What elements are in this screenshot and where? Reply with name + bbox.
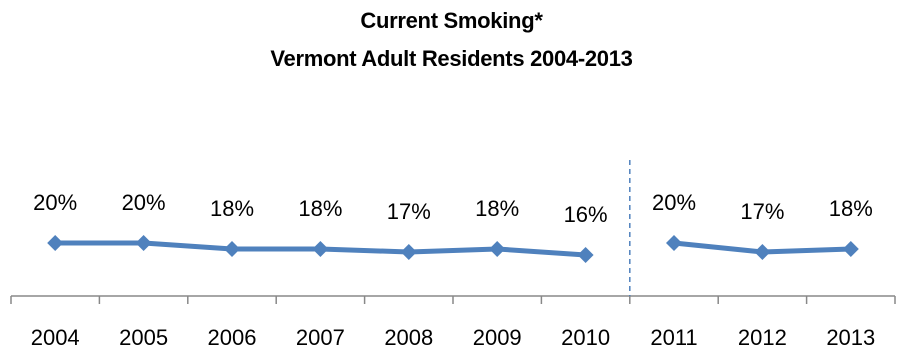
x-tick-label: 2011 bbox=[650, 325, 697, 350]
data-point-marker bbox=[666, 235, 682, 251]
data-point-marker bbox=[47, 235, 64, 251]
data-label: 17% bbox=[740, 199, 784, 224]
x-tick-label: 2013 bbox=[826, 325, 875, 350]
data-point-marker bbox=[312, 241, 329, 257]
data-point-marker bbox=[754, 244, 771, 260]
data-label: 16% bbox=[564, 202, 608, 227]
data-point-marker bbox=[135, 235, 152, 251]
x-tick-label: 2005 bbox=[119, 325, 168, 350]
data-label: 18% bbox=[298, 196, 342, 221]
data-label: 20% bbox=[122, 190, 166, 215]
data-point-marker bbox=[224, 241, 240, 257]
data-label: 18% bbox=[210, 196, 254, 221]
chart-title: Current Smoking* bbox=[360, 8, 543, 33]
data-label: 18% bbox=[829, 196, 873, 221]
chart-subtitle: Vermont Adult Residents 2004-2013 bbox=[270, 46, 633, 71]
x-tick-label: 2010 bbox=[561, 325, 610, 350]
data-label: 17% bbox=[387, 199, 431, 224]
x-tick-label: 2006 bbox=[208, 325, 257, 350]
data-point-marker bbox=[842, 241, 859, 257]
x-tick-label: 2004 bbox=[31, 325, 80, 350]
x-tick-label: 2009 bbox=[473, 325, 522, 350]
x-tick-label: 2007 bbox=[296, 325, 345, 350]
data-label: 20% bbox=[33, 190, 77, 215]
x-tick-label: 2008 bbox=[384, 325, 433, 350]
data-point-marker bbox=[577, 247, 594, 263]
data-point-marker bbox=[400, 244, 417, 260]
data-point-marker bbox=[489, 241, 506, 257]
data-label: 20% bbox=[652, 190, 696, 215]
data-label: 18% bbox=[475, 196, 519, 221]
x-tick-label: 2012 bbox=[738, 325, 787, 350]
